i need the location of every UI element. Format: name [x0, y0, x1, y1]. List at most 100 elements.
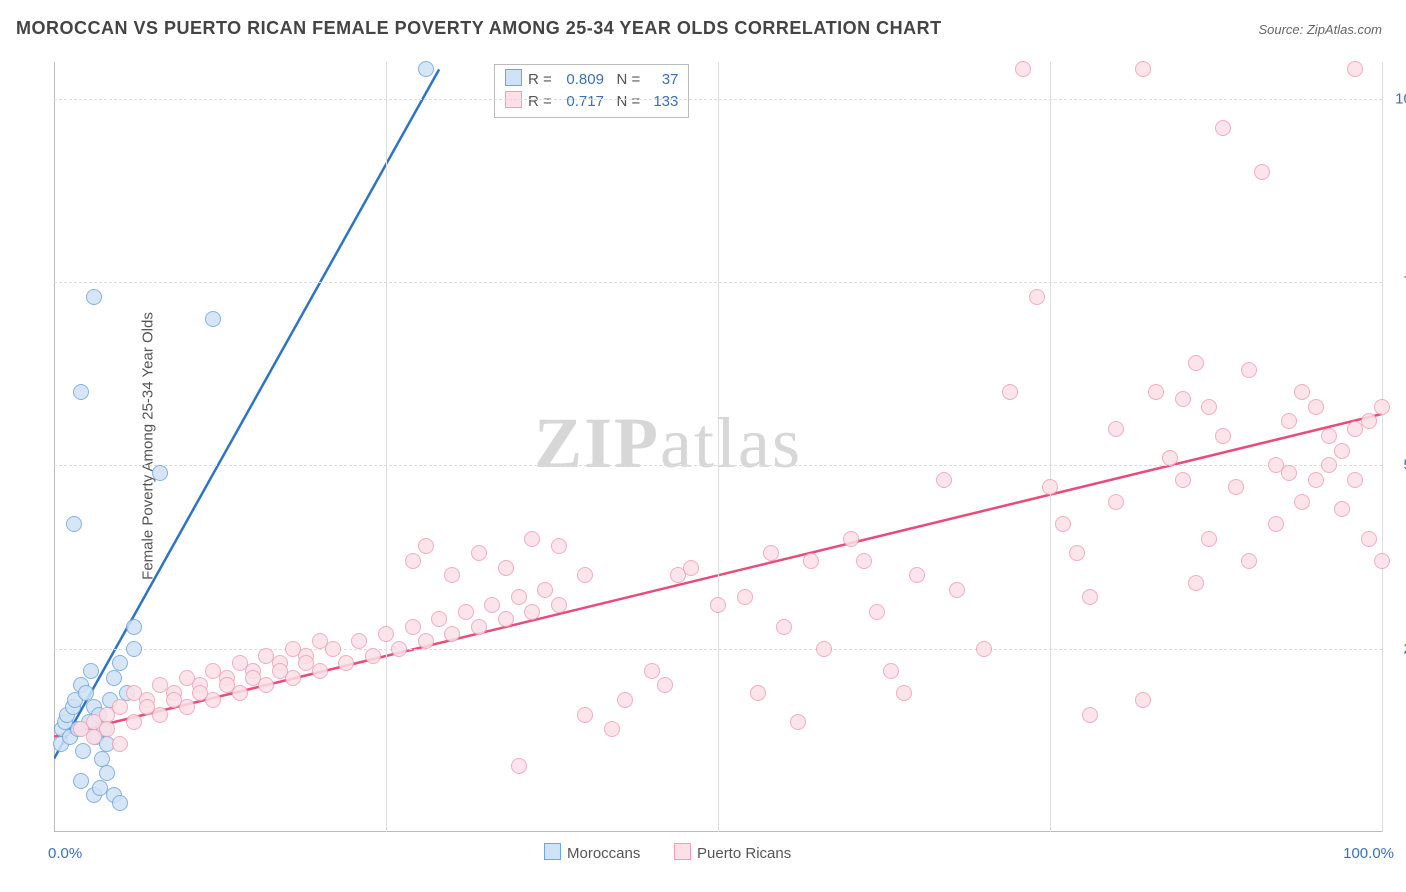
legend-swatch	[674, 843, 691, 860]
data-point	[418, 633, 434, 649]
data-point	[1228, 479, 1244, 495]
data-point	[1321, 428, 1337, 444]
data-point	[737, 589, 753, 605]
data-point	[1002, 384, 1018, 400]
data-point	[1241, 362, 1257, 378]
data-point	[909, 567, 925, 583]
data-point	[1268, 516, 1284, 532]
data-point	[1188, 575, 1204, 591]
data-point	[617, 692, 633, 708]
n-label: N =	[604, 71, 644, 88]
data-point	[94, 751, 110, 767]
data-point	[1334, 501, 1350, 517]
y-axis-line	[54, 62, 55, 832]
data-point	[524, 531, 540, 547]
data-point	[418, 61, 434, 77]
data-point	[444, 567, 460, 583]
data-point	[258, 648, 274, 664]
data-point	[126, 714, 142, 730]
data-point	[1347, 61, 1363, 77]
data-point	[1241, 553, 1257, 569]
data-point	[139, 699, 155, 715]
data-point	[657, 677, 673, 693]
data-point	[99, 765, 115, 781]
data-point	[710, 597, 726, 613]
data-point	[1254, 164, 1270, 180]
data-point	[537, 582, 553, 598]
data-point	[1175, 391, 1191, 407]
n-value: 133	[644, 91, 678, 113]
data-point	[1108, 421, 1124, 437]
data-point	[524, 604, 540, 620]
data-point	[1374, 553, 1390, 569]
data-point	[883, 663, 899, 679]
data-point	[1215, 120, 1231, 136]
data-point	[205, 311, 221, 327]
data-point	[73, 384, 89, 400]
data-point	[298, 655, 314, 671]
data-point	[1374, 399, 1390, 415]
data-point	[1055, 516, 1071, 532]
data-point	[285, 641, 301, 657]
watermark: ZIPatlas	[534, 402, 802, 485]
data-point	[405, 619, 421, 635]
legend-label: Moroccans	[567, 845, 640, 862]
data-point	[1082, 589, 1098, 605]
data-point	[498, 611, 514, 627]
r-label: R =	[528, 71, 556, 88]
data-point	[126, 619, 142, 635]
x-tick-max: 100.0%	[1343, 845, 1394, 862]
gridline-v	[718, 62, 719, 832]
data-point	[856, 553, 872, 569]
data-point	[1308, 399, 1324, 415]
y-tick-label: 100.0%	[1395, 90, 1406, 107]
x-tick-min: 0.0%	[48, 845, 82, 862]
n-value: 37	[644, 69, 678, 91]
data-point	[976, 641, 992, 657]
data-point	[1029, 289, 1045, 305]
data-point	[763, 545, 779, 561]
data-point	[112, 699, 128, 715]
data-point	[1294, 494, 1310, 510]
data-point	[444, 626, 460, 642]
data-point	[949, 582, 965, 598]
data-point	[1201, 399, 1217, 415]
data-point	[232, 655, 248, 671]
data-point	[1175, 472, 1191, 488]
r-value: 0.717	[556, 91, 604, 113]
data-point	[405, 553, 421, 569]
data-point	[106, 670, 122, 686]
data-point	[1135, 61, 1151, 77]
data-point	[338, 655, 354, 671]
data-point	[1201, 531, 1217, 547]
data-point	[99, 721, 115, 737]
legend-swatch	[544, 843, 561, 860]
data-point	[498, 560, 514, 576]
data-point	[112, 795, 128, 811]
data-point	[152, 677, 168, 693]
data-point	[431, 611, 447, 627]
data-point	[484, 597, 500, 613]
data-point	[272, 663, 288, 679]
data-point	[1135, 692, 1151, 708]
data-point	[112, 736, 128, 752]
regression-line	[54, 69, 439, 758]
data-point	[843, 531, 859, 547]
data-point	[378, 626, 394, 642]
data-point	[1361, 531, 1377, 547]
correlation-legend: R = 0.809 N = 37R = 0.717 N = 133	[494, 64, 689, 118]
data-point	[776, 619, 792, 635]
chart-title: MOROCCAN VS PUERTO RICAN FEMALE POVERTY …	[16, 18, 942, 39]
data-point	[458, 604, 474, 620]
data-point	[1334, 443, 1350, 459]
data-point	[1294, 384, 1310, 400]
series-legend-puerto-ricans: Puerto Ricans	[674, 843, 791, 862]
data-point	[1108, 494, 1124, 510]
data-point	[551, 538, 567, 554]
data-point	[1162, 450, 1178, 466]
data-point	[312, 633, 328, 649]
data-point	[152, 465, 168, 481]
data-point	[471, 545, 487, 561]
data-point	[577, 707, 593, 723]
data-point	[1215, 428, 1231, 444]
